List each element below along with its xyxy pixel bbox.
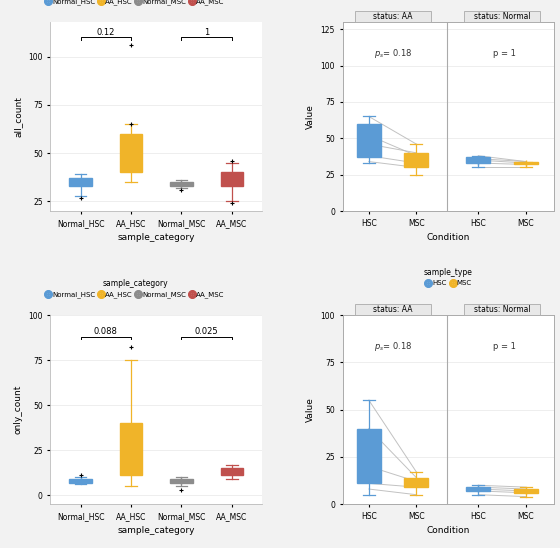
PathPatch shape	[466, 487, 490, 491]
FancyBboxPatch shape	[464, 10, 540, 22]
PathPatch shape	[404, 153, 428, 167]
Text: p = 1: p = 1	[493, 342, 515, 351]
Text: p = 1: p = 1	[493, 49, 515, 58]
PathPatch shape	[466, 157, 490, 163]
Y-axis label: Value: Value	[306, 104, 315, 129]
Legend: HSC, MSC: HSC, MSC	[422, 266, 475, 288]
Legend: Normal_HSC, AA_HSC, Normal_MSC, AA_MSC: Normal_HSC, AA_HSC, Normal_MSC, AA_MSC	[43, 277, 227, 300]
Y-axis label: all_count: all_count	[13, 96, 23, 137]
PathPatch shape	[357, 124, 381, 157]
PathPatch shape	[170, 479, 193, 483]
Text: 1: 1	[204, 27, 209, 37]
Text: status: AA: status: AA	[373, 12, 412, 21]
Text: 0.088: 0.088	[94, 327, 118, 336]
Text: status: Normal: status: Normal	[474, 12, 530, 21]
Text: 0.12: 0.12	[97, 27, 115, 37]
PathPatch shape	[404, 478, 428, 487]
FancyBboxPatch shape	[464, 304, 540, 315]
Text: status: Normal: status: Normal	[474, 305, 530, 314]
PathPatch shape	[69, 178, 92, 186]
Text: $p_s$= 0.18: $p_s$= 0.18	[374, 340, 412, 353]
FancyBboxPatch shape	[354, 10, 431, 22]
X-axis label: Condition: Condition	[427, 527, 470, 535]
PathPatch shape	[221, 173, 243, 186]
X-axis label: Condition: Condition	[427, 233, 470, 242]
Legend: Normal_HSC, AA_HSC, Normal_MSC, AA_MSC: Normal_HSC, AA_HSC, Normal_MSC, AA_MSC	[43, 0, 227, 7]
PathPatch shape	[69, 479, 92, 483]
FancyBboxPatch shape	[354, 304, 431, 315]
PathPatch shape	[170, 182, 193, 186]
PathPatch shape	[514, 162, 538, 164]
Text: status: AA: status: AA	[373, 305, 412, 314]
PathPatch shape	[221, 468, 243, 475]
PathPatch shape	[357, 429, 381, 483]
Y-axis label: only_count: only_count	[13, 385, 23, 435]
X-axis label: sample_category: sample_category	[118, 233, 195, 242]
PathPatch shape	[120, 423, 142, 475]
Text: 0.025: 0.025	[195, 327, 218, 336]
Text: $p_s$= 0.18: $p_s$= 0.18	[374, 47, 412, 60]
PathPatch shape	[514, 489, 538, 493]
PathPatch shape	[120, 134, 142, 173]
Y-axis label: Value: Value	[306, 397, 315, 422]
X-axis label: sample_category: sample_category	[118, 527, 195, 535]
